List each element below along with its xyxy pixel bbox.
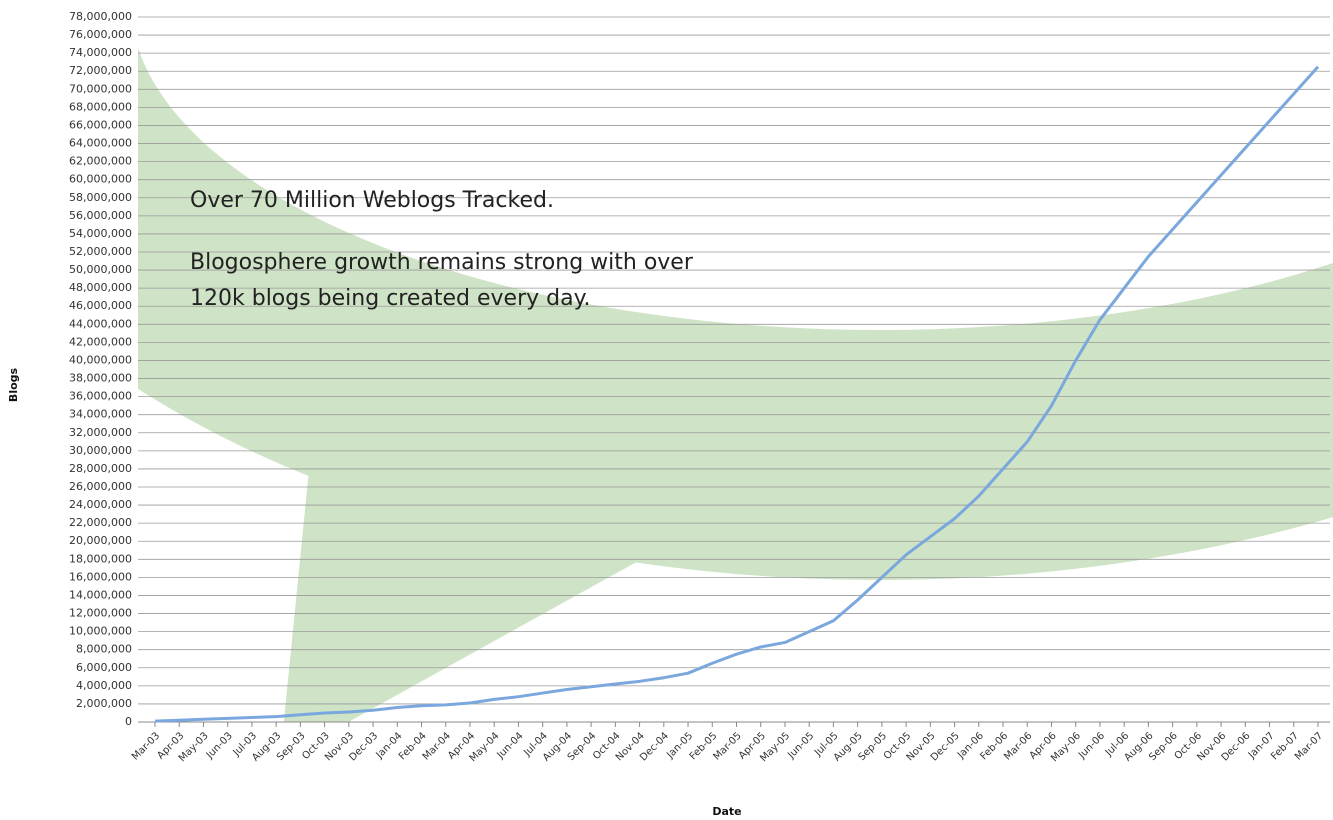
y-tick-label: 58,000,000 [69, 191, 132, 204]
y-tick-label: 30,000,000 [69, 444, 132, 457]
y-tick-label: 36,000,000 [69, 390, 132, 403]
y-tick-label: 54,000,000 [69, 227, 132, 240]
y-tick-label: 56,000,000 [69, 209, 132, 222]
y-tick-label: 16,000,000 [69, 570, 132, 583]
y-tick-label: 6,000,000 [76, 661, 132, 674]
x-tick-label: Jun-03 [204, 730, 235, 761]
y-tick-label: 40,000,000 [69, 353, 132, 366]
y-tick-label: 14,000,000 [69, 588, 132, 601]
y-tick-label: 78,000,000 [69, 10, 132, 23]
y-axis-title: Blogs [7, 367, 20, 402]
y-tick-label: 32,000,000 [69, 426, 132, 439]
y-tick-label: 48,000,000 [69, 281, 132, 294]
y-tick-label: 28,000,000 [69, 462, 132, 475]
y-tick-label: 12,000,000 [69, 607, 132, 620]
y-tick-label: 26,000,000 [69, 480, 132, 493]
y-tick-label: 60,000,000 [69, 173, 132, 186]
y-tick-label: 46,000,000 [69, 299, 132, 312]
data-line [154, 65, 1320, 723]
annotation: Over 70 Million Weblogs Tracked. [190, 188, 554, 213]
y-tick-label: 38,000,000 [69, 372, 132, 385]
y-tick-label: 66,000,000 [69, 118, 132, 131]
y-tick-label: 34,000,000 [69, 408, 132, 421]
y-tick-label: 42,000,000 [69, 335, 132, 348]
y-tick-label: 64,000,000 [69, 137, 132, 150]
y-tick-label: 8,000,000 [76, 643, 132, 656]
y-tick-label: 0 [125, 715, 132, 728]
y-tick-label: 20,000,000 [69, 534, 132, 547]
x-tick-label: Jun-05 [785, 730, 816, 761]
y-tick-label: 68,000,000 [69, 100, 132, 113]
x-axis-title: Date [712, 805, 741, 818]
y-tick-label: 50,000,000 [69, 263, 132, 276]
y-tick-label: 24,000,000 [69, 498, 132, 511]
y-tick-label: 4,000,000 [76, 679, 132, 692]
annotation: Blogosphere growth remains strong with o… [190, 250, 694, 275]
y-tick-label: 62,000,000 [69, 155, 132, 168]
watermark [138, 0, 1333, 722]
y-tick-label: 2,000,000 [76, 697, 132, 710]
y-tick-label: 72,000,000 [69, 64, 132, 77]
annotation: 120k blogs being created every day. [190, 286, 590, 311]
y-tick-label: 44,000,000 [69, 317, 132, 330]
y-tick-label: 76,000,000 [69, 28, 132, 41]
y-tick-label: 74,000,000 [69, 46, 132, 59]
y-tick-label: 22,000,000 [69, 516, 132, 529]
grid [138, 16, 1330, 723]
x-tick-label: Jun-06 [1076, 730, 1107, 761]
y-tick-label: 10,000,000 [69, 625, 132, 638]
x-tick-label: Jun-04 [495, 730, 526, 761]
y-tick-label: 18,000,000 [69, 552, 132, 565]
y-tick-label: 52,000,000 [69, 245, 132, 258]
x-tick-label: Mar-03 [130, 730, 162, 762]
y-tick-label: 70,000,000 [69, 82, 132, 95]
